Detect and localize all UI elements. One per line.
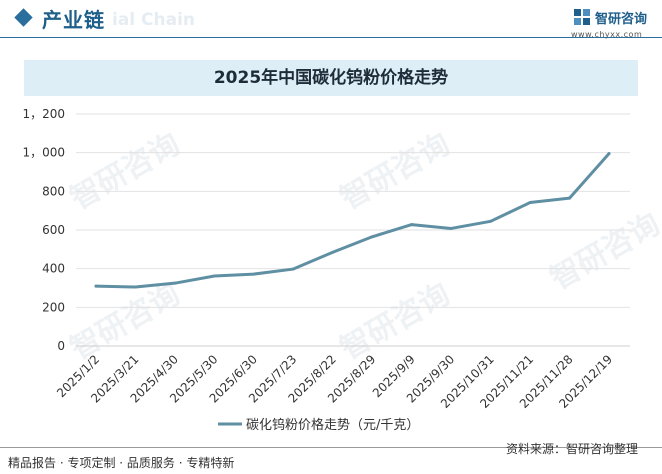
watermark-text: 智研咨询 xyxy=(335,277,456,367)
grid-layer xyxy=(76,113,630,347)
brand-logo-icon xyxy=(574,9,590,25)
header-watermark: ial Chain xyxy=(112,10,196,30)
data-point xyxy=(173,281,177,285)
data-point xyxy=(410,223,414,227)
data-point xyxy=(568,196,572,200)
y-tick-label: 200 xyxy=(42,300,65,314)
legend-label: 碳化钨粉价格走势（元/千克） xyxy=(246,417,419,433)
section-title: 产业链 xyxy=(42,8,105,32)
data-point xyxy=(94,284,98,288)
data-point xyxy=(370,235,374,239)
data-point xyxy=(252,272,256,276)
y-tick-label: 1，200 xyxy=(22,107,65,121)
series-line xyxy=(94,152,611,289)
data-point xyxy=(607,152,611,156)
series-layer xyxy=(94,152,611,289)
data-point xyxy=(212,274,216,278)
diamond-icon xyxy=(14,8,33,27)
brand-url: www.chyxx.com xyxy=(571,30,643,39)
data-point xyxy=(291,267,295,271)
data-point xyxy=(133,285,137,289)
data-point xyxy=(331,250,335,254)
footer-source: 资料来源：智研咨询整理 xyxy=(506,442,639,456)
page-header: 产业链 ial Chain 智研咨询 www.chyxx.com xyxy=(0,0,662,40)
y-tick-label: 0 xyxy=(57,339,65,353)
y-tick-label: 800 xyxy=(42,184,65,198)
watermark-text: 智研咨询 xyxy=(65,127,186,217)
watermark-text: 智研咨询 xyxy=(335,127,456,217)
header-divider xyxy=(0,37,662,38)
watermark-text: 智研咨询 xyxy=(545,207,662,297)
data-point xyxy=(449,226,453,230)
y-tick-label: 400 xyxy=(42,262,65,276)
data-point xyxy=(489,219,493,223)
y-tick-label: 600 xyxy=(42,223,65,237)
watermark-text: 智研咨询 xyxy=(65,277,186,367)
chart-title-bar: 2025年中国碳化钨粉价格走势 xyxy=(24,60,638,96)
brand-name: 智研咨询 xyxy=(595,12,648,27)
chart-title: 2025年中国碳化钨粉价格走势 xyxy=(213,68,449,88)
footer-tagline: 精品报告 · 专项定制 · 品质服务 · 专精特新 xyxy=(8,456,235,470)
data-point xyxy=(528,201,532,205)
legend-layer: 碳化钨粉价格走势（元/千克） xyxy=(218,417,419,433)
footer-divider xyxy=(0,447,662,448)
y-tick-label: 1，000 xyxy=(22,146,65,160)
